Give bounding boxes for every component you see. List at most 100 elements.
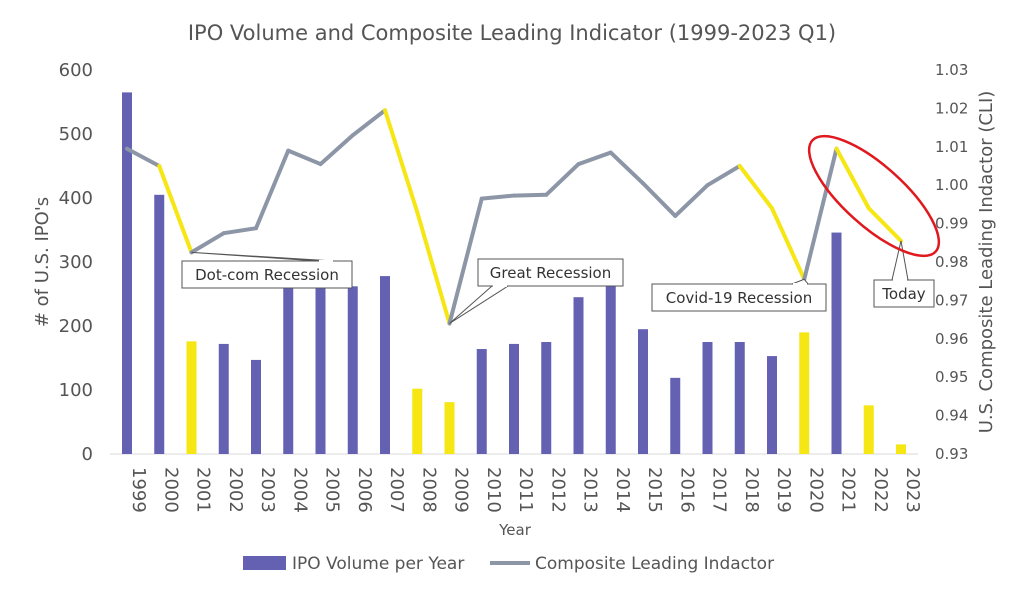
y-tick-label: 200 [59,316,93,337]
cli-line-segment [383,108,420,215]
bar [412,388,423,454]
bar [509,343,519,454]
x-tick-label: 2014 [612,467,633,513]
cli-line-segment [189,231,226,255]
cli-line-segment [286,148,323,167]
cli-line-segment [125,146,162,168]
cli-line-segment [834,146,871,211]
y-tick-label: 500 [59,124,93,145]
bar [315,286,326,454]
x-tick-label: 2002 [225,467,246,513]
y-axis-label: # of U.S. IPO's [32,197,53,327]
y-tick-label: 0 [82,444,93,465]
x-tick-label: 2009 [451,467,472,513]
callout-label: Covid-19 Recession [666,289,812,307]
y2-tick-label: 1.01 [935,138,968,156]
cli-line-segment [157,164,194,255]
bar [444,402,455,454]
callout-label: Dot-com Recession [195,266,339,284]
bar [573,297,584,454]
bar [734,342,745,454]
callout-box [651,283,827,312]
cli-line-segment [221,226,258,236]
plot-area: 0 100 200 300 400 500 600 0.93 0.94 0.95 0.96 0.97 0… [59,60,969,513]
bar [380,276,390,454]
cli-line-segment [705,164,742,188]
cli-line-segment [576,150,613,167]
x-tick-label: 2005 [322,467,343,513]
bar [186,341,197,454]
cli-line-segment [479,193,516,201]
x-tick-label: 2023 [902,467,923,513]
x-tick-label: 2001 [193,467,214,513]
legend-label-bars: IPO Volume per Year [292,554,464,574]
bar [283,286,294,454]
cli-line-segment [608,150,645,186]
bar [605,281,616,454]
y2-axis-label: U.S. Composite Leading Indactor (CLI) [976,91,997,434]
chart-title: IPO Volume and Composite Leading Indicat… [188,21,836,45]
x-tick-label: 2013 [580,467,601,513]
y2-tick-label: 0.95 [935,368,968,386]
y2-tick-label: 0.99 [935,215,968,233]
x-tick-label: 2006 [354,467,375,513]
cli-line-segment [770,206,807,282]
x-tick-label: 2018 [741,467,762,513]
x-tick-label: 2004 [289,467,310,513]
bar [476,349,487,454]
callout-box [873,279,935,308]
cli-line-segment [641,181,678,218]
bar [251,359,261,454]
bar [638,329,648,454]
callout-label: Today [881,285,926,303]
y-tick-label: 100 [59,380,93,401]
y2-tick-label: 0.98 [935,253,968,271]
callout-tail [191,251,335,262]
bar [863,405,874,454]
x-tick-label: 2016 [676,467,697,513]
y-tick-label: 600 [59,60,93,81]
cli-line-segment [447,196,484,326]
cli-line-segment [737,164,774,211]
x-tick-label: 2017 [709,467,730,513]
callout-box [181,260,353,289]
x-tick-label: 2008 [418,467,439,513]
x-axis-label: Year [498,521,532,539]
callout-label: Great Recession [490,264,611,282]
x-tick-label: 2021 [838,467,859,513]
x-tick-label: 2019 [773,467,794,513]
x-tick-label: 2015 [644,467,665,513]
bar [767,356,777,454]
cli-line-segment [866,206,903,243]
y2-tick-label: 0.93 [935,445,968,463]
cli-line-segment [512,192,549,198]
x-tick-label: 2000 [160,467,181,513]
y-tick-label: 400 [59,188,93,209]
cli-line-segment [318,133,355,167]
bar [218,343,229,454]
cli-line-segment [802,146,839,282]
legend-swatch-bars [243,556,286,570]
y2-tick-label: 1.00 [935,176,968,194]
x-tick-label: 2012 [547,467,568,513]
y2-tick-label: 0.96 [935,330,968,348]
legend: IPO Volume per Year Composite Leading In… [243,554,774,574]
x-tick-label: 2010 [483,467,504,513]
highlight-ellipse [807,134,941,258]
bar [702,342,713,454]
bar [670,377,681,454]
cli-line-segment [544,162,581,197]
cli-line-segment [415,210,452,326]
bar [541,342,552,454]
cli-line-segment [673,183,710,218]
y2-tick-label: 1.02 [935,99,968,117]
bar [122,92,132,455]
bar [896,444,906,454]
bar [154,194,165,455]
cli-line-segment [350,108,387,138]
y2-tick-label: 0.94 [935,407,968,425]
bar [799,332,810,454]
y2-tick-label: 1.03 [935,61,968,79]
x-tick-label: 2003 [257,467,278,513]
bar [831,232,842,454]
